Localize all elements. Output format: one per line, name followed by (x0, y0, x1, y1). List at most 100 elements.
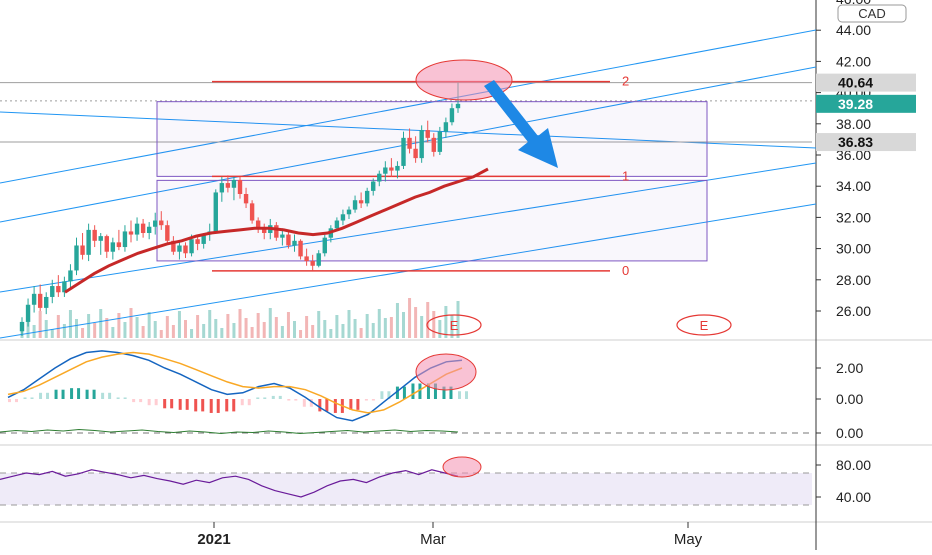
candle-body (274, 225, 279, 238)
volume-bar (129, 308, 133, 338)
candle-body (255, 220, 261, 229)
volume-bar (353, 319, 357, 338)
volume-bar (75, 319, 78, 338)
volume-bar (244, 318, 248, 338)
candle-body (86, 229, 91, 255)
volume-bar (432, 311, 436, 338)
candle-body (431, 137, 436, 152)
price-tick-label: 28.00 (836, 272, 871, 288)
candle-body (358, 200, 364, 204)
volume-bar (50, 329, 54, 338)
macd-histogram-bar (387, 391, 391, 399)
price-tick-label: 30.00 (836, 241, 871, 257)
volume-bar (262, 322, 266, 338)
candle-body (37, 293, 43, 308)
volume-bar (123, 322, 127, 338)
candle-body (92, 229, 97, 241)
volume-bar (32, 325, 36, 338)
macd-histogram-bar (170, 399, 174, 409)
earnings-marker-label: E (700, 318, 709, 333)
trend-line (0, 29, 817, 184)
price-tick-label: 26.00 (836, 303, 871, 319)
candle-body (419, 130, 424, 159)
volume-bar (99, 309, 103, 338)
macd-histogram-bar (411, 383, 415, 399)
candle-body (413, 148, 418, 159)
macd-line (7, 350, 463, 422)
macd-histogram-bar (23, 397, 27, 399)
volume-bar (111, 327, 115, 338)
candles (19, 82, 461, 336)
down-arrow-annotation (484, 80, 558, 168)
candle-body (44, 296, 49, 308)
volume-bar (389, 317, 393, 338)
macd-histogram-bar (318, 399, 322, 412)
macd-histogram-bar (85, 389, 89, 399)
volume-bar (359, 328, 363, 338)
trend-line (0, 162, 817, 293)
volume-bar (147, 312, 151, 338)
macd-histogram-bar (8, 399, 11, 403)
macd-histogram-bar (154, 399, 158, 406)
earnings-marker-label: E (450, 318, 459, 333)
macd-histogram-bar (356, 399, 360, 410)
volume-bar (238, 309, 242, 338)
candle-body (165, 225, 170, 241)
macd-histogram-bar (101, 392, 105, 399)
candle-body (189, 239, 194, 254)
candle-body (280, 234, 285, 238)
oscillator-line (0, 428, 459, 435)
volume-bar (305, 316, 309, 338)
price-tick-label: 38.00 (836, 116, 871, 132)
macd-histogram-bar (395, 386, 399, 399)
candle-body (213, 192, 218, 232)
volume-bar (141, 326, 145, 338)
volume-bar (190, 329, 194, 338)
macd-histogram-bar (240, 399, 244, 406)
macd-signal-line (7, 351, 463, 414)
candle-body (395, 165, 400, 171)
macd-histogram-bar (380, 391, 384, 399)
volume-bar (377, 309, 381, 338)
volume-bar (184, 320, 187, 338)
volume-bar (317, 311, 321, 338)
candle-body (249, 203, 255, 221)
volume-bar (371, 323, 375, 338)
price-tag-bg (816, 94, 916, 113)
candle-body (443, 122, 449, 132)
candle-body (80, 245, 85, 255)
candle-body (134, 223, 140, 235)
volume-bar (105, 318, 109, 338)
candle-body (377, 173, 382, 182)
candle-body (62, 281, 67, 293)
macd-histogram-bar (458, 391, 461, 399)
price-tick-label: 42.00 (836, 53, 871, 69)
fib-box-lower (156, 179, 708, 262)
macd-histogram-bar (426, 383, 430, 399)
price-tag-bg (816, 133, 916, 152)
macd-histogram-bar (325, 399, 329, 412)
rsi-tick-label: 40.00 (836, 489, 871, 505)
candle-body (346, 209, 352, 215)
macd-histogram-bar (216, 399, 220, 413)
candle-body (231, 179, 237, 188)
macd-histogram-bar (442, 386, 446, 399)
volume-bar (268, 308, 272, 338)
volume-bar (226, 314, 230, 338)
fib-level-label: 1 (622, 168, 629, 183)
fib-level-label: 0 (622, 263, 629, 278)
volume-bars (20, 298, 460, 338)
candle-body (407, 137, 412, 149)
time-tick-label: Mar (420, 531, 446, 548)
macd-histogram-bar (364, 399, 368, 401)
rsi-band (0, 473, 812, 505)
volume-bar (414, 307, 418, 338)
candle-body (298, 240, 303, 257)
volume-bar (450, 315, 454, 338)
volume-bar (159, 330, 163, 338)
macd-histogram-bar (15, 399, 18, 403)
volume-bar (456, 301, 460, 338)
volume-bar (214, 319, 218, 338)
